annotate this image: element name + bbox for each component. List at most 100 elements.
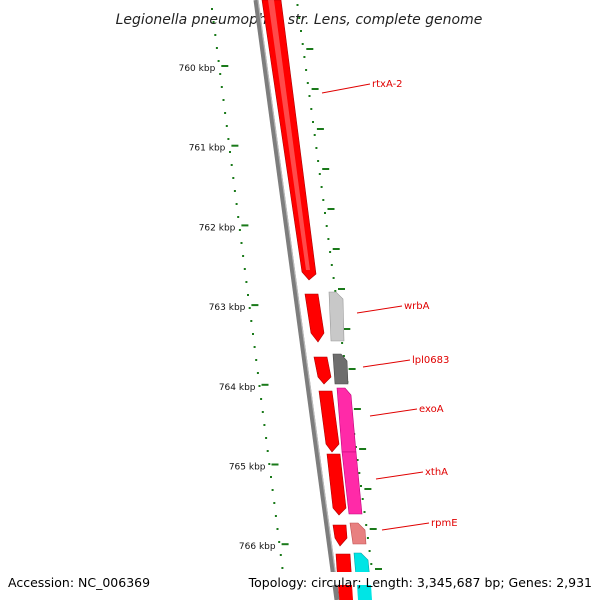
gc-dot xyxy=(329,251,332,253)
gc-dot xyxy=(258,385,261,387)
major-tick xyxy=(251,304,259,307)
gc-dot xyxy=(354,446,357,448)
gc-dot xyxy=(301,43,304,45)
cds-plus-arrow[interactable] xyxy=(326,453,347,516)
cds-plus-arrow-tail xyxy=(338,585,353,600)
gc-dot xyxy=(315,147,318,149)
gc-dot xyxy=(308,95,311,97)
gc-dot xyxy=(305,69,308,71)
minor-tick xyxy=(322,168,330,170)
gc-dot xyxy=(322,199,325,201)
cds-plus-arrow[interactable] xyxy=(318,390,340,453)
gc-dot xyxy=(276,528,279,530)
gc-dot xyxy=(266,450,269,452)
gc-dot xyxy=(242,255,245,257)
gc-dot xyxy=(212,21,215,23)
leader-line-exoA xyxy=(369,408,418,417)
gc-dot xyxy=(232,177,235,179)
gc-dot xyxy=(300,30,302,32)
gene-label-exoA[interactable]: exoA xyxy=(419,404,444,415)
gc-dot xyxy=(370,563,373,565)
gene-label-rtxA-2[interactable]: rtxA-2 xyxy=(372,79,403,90)
cds-minus-arrow-tail xyxy=(357,585,372,600)
gene-xthA-arrow[interactable] xyxy=(341,451,363,515)
gc-dot xyxy=(330,264,333,266)
gc-dot xyxy=(271,489,274,491)
cds-plus-arrow[interactable] xyxy=(332,524,348,547)
gc-dot xyxy=(260,398,263,400)
gc-dot xyxy=(224,112,227,114)
gc-dot xyxy=(356,459,359,461)
minor-tick xyxy=(327,208,335,210)
gc-dot xyxy=(327,238,330,240)
gene-rpmE-arrow[interactable] xyxy=(349,522,367,545)
gc-dot xyxy=(325,225,328,227)
gene-lpl0683-arrow[interactable] xyxy=(332,353,349,385)
major-tick xyxy=(271,463,279,466)
gc-dot xyxy=(268,463,271,465)
cds-plus-arrow[interactable] xyxy=(304,293,325,343)
footer-band xyxy=(0,572,600,600)
tick-label: 762 kbp xyxy=(199,223,236,233)
gc-dot xyxy=(252,333,254,335)
minor-tick xyxy=(369,528,377,530)
gc-dot xyxy=(237,216,240,218)
genome-summary-text: Topology: circular; Length: 3,345,687 bp… xyxy=(248,575,592,590)
major-tick xyxy=(221,65,229,67)
minor-tick xyxy=(353,408,361,410)
gene-label-rpmE[interactable]: rpmE xyxy=(431,518,458,529)
gc-dot xyxy=(238,229,241,231)
gc-dot xyxy=(245,281,248,283)
leader-line-xthA xyxy=(375,471,424,480)
gc-dot xyxy=(310,108,313,110)
major-tick xyxy=(281,543,289,546)
cds-plus-arrow[interactable] xyxy=(313,356,332,385)
gc-dot xyxy=(281,567,284,569)
gc-dot xyxy=(360,485,362,487)
gene-exoA-arrow[interactable] xyxy=(336,387,357,453)
gc-dot xyxy=(363,511,366,513)
gc-dot xyxy=(361,498,364,500)
scale-ticks: 760 kbp 761 kbp 762 kbp 763 kbp 764 kbp 765 k… xyxy=(179,48,382,570)
minor-tick xyxy=(316,128,324,130)
gc-dot xyxy=(247,294,249,296)
gc-dot xyxy=(312,121,314,123)
gc-dot xyxy=(270,476,272,478)
gc-dot xyxy=(243,268,246,270)
gc-dot xyxy=(265,437,268,439)
gc-dot xyxy=(211,8,213,10)
leader-line-wrbA xyxy=(356,305,403,314)
gc-dot xyxy=(324,212,326,214)
gc-dot xyxy=(227,138,230,140)
gc-dot xyxy=(341,342,344,344)
gene-labels: rtxA-2 wrbA lpl0683 exoA xthA rpmE xyxy=(321,79,458,531)
gc-dot xyxy=(306,82,309,84)
map-title: Legionella pneumophila str. Lens, comple… xyxy=(116,12,483,28)
gc-dot xyxy=(220,86,223,88)
gc-dot xyxy=(318,173,321,175)
gc-dot xyxy=(317,160,320,162)
gc-dot xyxy=(366,537,369,539)
gc-dot xyxy=(313,134,316,136)
gc-dot xyxy=(296,4,299,6)
minor-tick xyxy=(306,48,314,50)
gene-label-xthA[interactable]: xthA xyxy=(425,467,448,478)
gc-dot xyxy=(263,424,266,426)
gene-label-lpl0683[interactable]: lpl0683 xyxy=(412,355,449,366)
major-tick xyxy=(261,383,269,386)
gc-dot xyxy=(248,307,251,309)
gc-dot xyxy=(334,290,337,292)
tick-label: 761 kbp xyxy=(189,144,226,154)
gene-label-wrbA[interactable]: wrbA xyxy=(404,301,430,312)
minor-tick xyxy=(332,248,340,250)
backbone-tail xyxy=(332,584,340,600)
gc-dot xyxy=(368,550,371,552)
gc-dot xyxy=(235,203,238,205)
minor-tick xyxy=(343,328,351,330)
gc-dot xyxy=(214,34,217,36)
gene-wrbA-arrow[interactable] xyxy=(328,291,345,342)
gc-dot xyxy=(255,359,258,361)
genome-backbone xyxy=(253,0,340,600)
gc-dot xyxy=(229,151,231,153)
gc-dot xyxy=(250,320,253,322)
